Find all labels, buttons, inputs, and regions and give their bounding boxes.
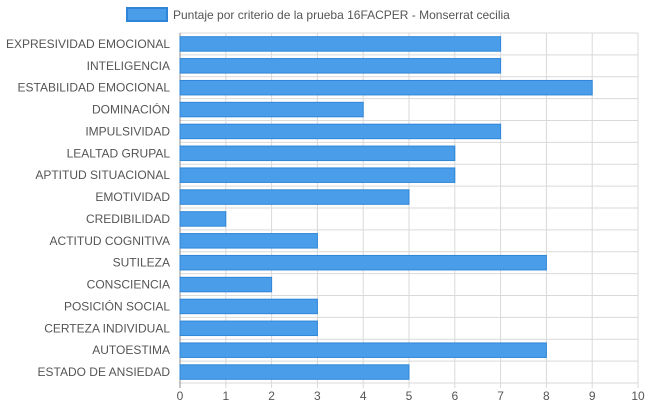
bar[interactable]	[179, 254, 547, 271]
x-tick-label: 4	[360, 389, 367, 403]
bar[interactable]	[179, 79, 593, 96]
category-label: ESTABILIDAD EMOCIONAL	[18, 81, 171, 95]
category-label: CERTEZA INDIVIDUAL	[44, 321, 170, 335]
bar[interactable]	[179, 167, 456, 183]
category-label: CONSCIENCIA	[87, 278, 170, 292]
x-tick-label: 0	[177, 389, 184, 403]
bars	[179, 36, 593, 380]
category-label: EXPRESIVIDAD EMOCIONAL	[6, 37, 170, 51]
category-label: AUTOESTIMA	[92, 343, 170, 357]
category-label: ESTADO DE ANSIEDAD	[38, 365, 171, 379]
bar[interactable]	[179, 101, 364, 118]
category-label: IMPULSIVIDAD	[85, 124, 170, 138]
legend-label[interactable]: Puntaje por criterio de la prueba 16FACP…	[173, 8, 510, 22]
x-tick-labels: 0 1 2 3 4 5 6 7 8 9 10	[177, 389, 645, 403]
bar[interactable]	[179, 233, 318, 249]
x-tick-label: 5	[406, 389, 413, 403]
bar[interactable]	[179, 211, 227, 227]
x-tick-label: 2	[268, 389, 275, 403]
x-tick-label: 10	[631, 389, 645, 403]
bar[interactable]	[179, 320, 318, 337]
x-tick-label: 6	[451, 389, 458, 403]
category-label: ACTITUD COGNITIVA	[50, 234, 170, 248]
gridlines	[179, 32, 639, 388]
bar[interactable]	[179, 276, 273, 293]
category-label: CREDIBILIDAD	[86, 212, 170, 226]
category-label: SUTILEZA	[113, 256, 170, 270]
category-label: DOMINACIÓN	[92, 102, 170, 117]
x-tick-label: 1	[222, 389, 229, 403]
bar[interactable]	[179, 189, 410, 205]
category-label: EMOTIVIDAD	[95, 190, 170, 204]
category-label: POSICIÓN SOCIAL	[64, 298, 170, 313]
x-tick-label: 8	[543, 389, 550, 403]
x-tick-label: 3	[314, 389, 321, 403]
legend-swatch[interactable]	[126, 7, 168, 22]
category-labels: EXPRESIVIDAD EMOCIONAL INTELIGENCIA ESTABI…	[6, 37, 170, 379]
category-label: LEALTAD GRUPAL	[67, 146, 171, 160]
bar[interactable]	[179, 342, 547, 358]
x-tick-label: 7	[497, 389, 504, 403]
legend[interactable]: Puntaje por criterio de la prueba 16FACP…	[126, 7, 510, 22]
bar[interactable]	[179, 36, 502, 52]
category-label: INTELIGENCIA	[87, 59, 170, 73]
bar[interactable]	[179, 123, 502, 140]
bar[interactable]	[179, 58, 502, 74]
bar[interactable]	[179, 364, 410, 380]
bar[interactable]	[179, 298, 318, 315]
x-tick-label: 9	[589, 389, 596, 403]
bar[interactable]	[179, 145, 456, 162]
category-label: APTITUD SITUACIONAL	[35, 168, 170, 182]
